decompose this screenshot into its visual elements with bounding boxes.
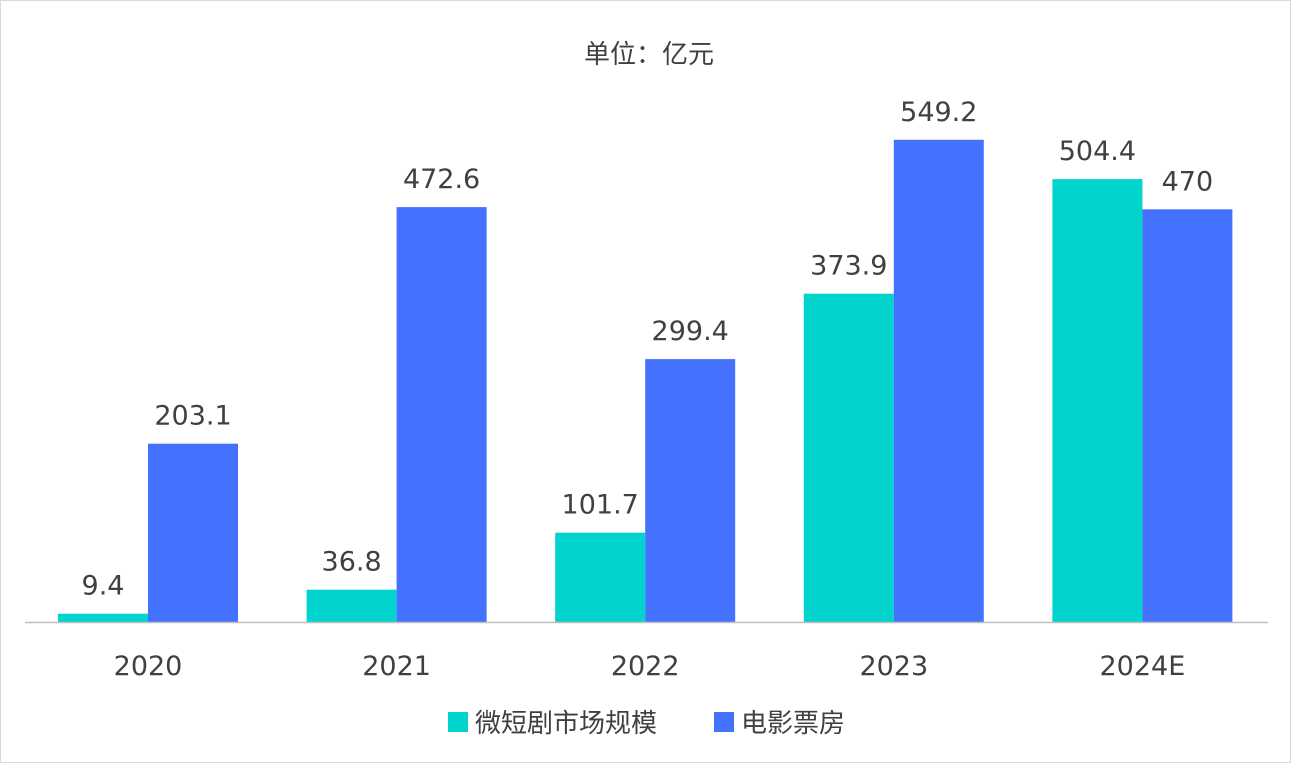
x-tick-label-2021: 2021 — [362, 651, 431, 682]
data-label-box-office-2021: 472.6 — [403, 164, 480, 195]
legend-label-short-drama: 微短剧市场规模 — [475, 709, 657, 739]
data-label-short-drama-2024E: 504.4 — [1059, 136, 1136, 167]
bar-box-office-2024E — [1142, 209, 1233, 623]
data-labels-layer: 9.4 203.1 36.8 472.6 101.7 299.4 373.9 549.2 504… — [82, 97, 1214, 602]
x-tick-label-2020: 2020 — [114, 651, 183, 682]
data-label-short-drama-2020: 9.4 — [82, 571, 125, 602]
bar-box-office-2023 — [893, 139, 984, 623]
chart-title: 单位：亿元 — [584, 40, 714, 70]
bar-short-drama-2020 — [58, 613, 148, 622]
bar-box-office-2022 — [645, 359, 736, 622]
x-tick-label-2023: 2023 — [859, 651, 928, 682]
data-label-short-drama-2021: 36.8 — [322, 547, 382, 578]
data-label-box-office-2020: 203.1 — [154, 401, 231, 432]
bar-box-office-2020 — [148, 443, 238, 622]
data-label-box-office-2022: 299.4 — [652, 316, 729, 347]
bar-short-drama-2023 — [803, 293, 894, 622]
legend-label-box-office: 电影票房 — [741, 709, 845, 739]
bar-short-drama-2024E — [1052, 179, 1143, 622]
legend-swatch-box-office — [714, 712, 734, 732]
legend: 微短剧市场规模 电影票房 — [448, 709, 845, 739]
x-tick-label-2024E: 2024E — [1100, 651, 1186, 682]
legend-swatch-short-drama — [448, 712, 468, 732]
x-tick-label-2022: 2022 — [611, 651, 680, 682]
data-label-box-office-2023: 549.2 — [900, 97, 977, 128]
x-tick-labels: 2020 2021 2022 2023 2024E — [114, 651, 1186, 682]
bar-box-office-2021 — [396, 207, 487, 622]
bar-short-drama-2021 — [306, 589, 397, 622]
data-label-box-office-2024E: 470 — [1162, 166, 1214, 197]
bar-short-drama-2022 — [555, 532, 646, 622]
data-label-short-drama-2022: 101.7 — [562, 490, 639, 521]
bars-layer — [58, 139, 1233, 623]
data-label-short-drama-2023: 373.9 — [810, 251, 887, 282]
